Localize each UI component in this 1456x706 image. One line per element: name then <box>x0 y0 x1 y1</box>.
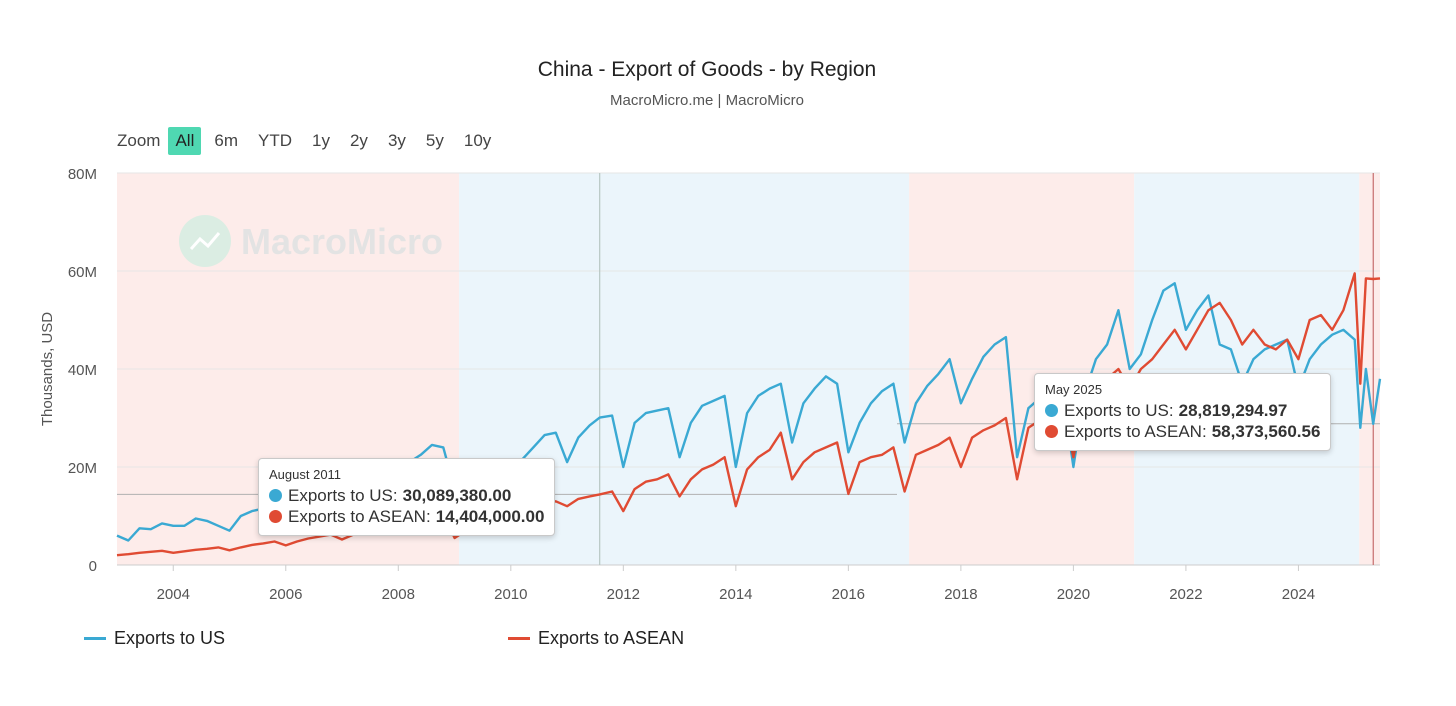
zoom-2y-button[interactable]: 2y <box>349 131 368 150</box>
tooltip-series-name: Exports to ASEAN: <box>288 507 431 526</box>
legend-swatch-us <box>84 637 106 640</box>
tooltip-value: 28,819,294.97 <box>1178 401 1288 420</box>
x-tick-label: 2010 <box>494 586 527 603</box>
zoom-label: Zoom <box>117 131 161 150</box>
tooltip-value: 58,373,560.56 <box>1211 422 1321 441</box>
watermark-text: MacroMicro <box>241 221 443 262</box>
zoom-ytd-button[interactable]: YTD <box>258 131 292 150</box>
legend-swatch-asean <box>508 637 530 640</box>
y-tick-label: 40M <box>68 362 97 379</box>
x-tick-label: 2004 <box>157 586 190 603</box>
x-tick-label: 2012 <box>607 586 640 603</box>
tooltip-dot-us <box>1045 404 1058 417</box>
zoom-6m-button[interactable]: 6m <box>214 131 238 150</box>
tooltip-row-us: Exports to US: 30,089,380.00 <box>269 485 544 506</box>
tooltip-row-asean: Exports to ASEAN: 14,404,000.00 <box>269 506 544 527</box>
watermark-chart-icon <box>189 232 221 251</box>
y-tick-label: 0 <box>89 558 97 575</box>
tooltip-dot-asean <box>1045 425 1058 438</box>
y-tick-label: 20M <box>68 460 97 477</box>
zoom-3y-button[interactable]: 3y <box>387 131 406 150</box>
legend-item-us[interactable]: Exports to US <box>84 628 225 649</box>
zoom-toolbar: Zoom All 6m YTD 1y 2y 3y 5y 10y <box>117 126 504 156</box>
legend-label-asean: Exports to ASEAN <box>538 628 685 648</box>
tooltip-dot-us <box>269 489 282 502</box>
x-tick-label: 2022 <box>1169 586 1202 603</box>
tooltip-row-us: Exports to US: 28,819,294.97 <box>1045 400 1320 421</box>
legend-item-asean[interactable]: Exports to ASEAN <box>508 628 684 649</box>
tooltip-date: August 2011 <box>269 467 342 482</box>
tooltip-series-name: Exports to ASEAN: <box>1064 422 1207 441</box>
tooltip-may-2025: May 2025 Exports to US: 28,819,294.97 Ex… <box>1034 373 1332 451</box>
x-tick-label: 2006 <box>269 586 302 603</box>
tooltip-dot-asean <box>269 510 282 523</box>
zoom-5y-button[interactable]: 5y <box>425 131 444 150</box>
x-tick-label: 2020 <box>1057 586 1090 603</box>
x-tick-label: 2016 <box>832 586 865 603</box>
x-tick-label: 2024 <box>1282 586 1315 603</box>
tooltip-value: 14,404,000.00 <box>435 507 545 526</box>
zoom-1y-button[interactable]: 1y <box>312 131 330 150</box>
chart-title: China - Export of Goods - by Region <box>537 58 877 81</box>
x-tick-label: 2008 <box>382 586 415 603</box>
x-tick-label: 2014 <box>719 586 752 603</box>
y-tick-label: 60M <box>68 264 97 281</box>
tooltip-series-name: Exports to US: <box>288 486 398 505</box>
zoom-10y-button[interactable]: 10y <box>463 131 492 150</box>
chart-subtitle: MacroMicro.me | MacroMicro <box>610 92 804 109</box>
watermark-logo-icon <box>179 215 231 267</box>
y-tick-label: 80M <box>68 166 97 183</box>
tooltip-value: 30,089,380.00 <box>402 486 512 505</box>
tooltip-series-name: Exports to US: <box>1064 401 1174 420</box>
y-axis-title: Thousands, USD <box>39 312 56 426</box>
tooltip-date: May 2025 <box>1045 382 1103 397</box>
legend-label-us: Exports to US <box>114 628 226 648</box>
zoom-all-button[interactable]: All <box>168 127 202 155</box>
tooltip-aug-2011: August 2011 Exports to US: 30,089,380.00… <box>258 458 556 536</box>
x-tick-label: 2018 <box>944 586 977 603</box>
tooltip-row-asean: Exports to ASEAN: 58,373,560.56 <box>1045 421 1320 442</box>
